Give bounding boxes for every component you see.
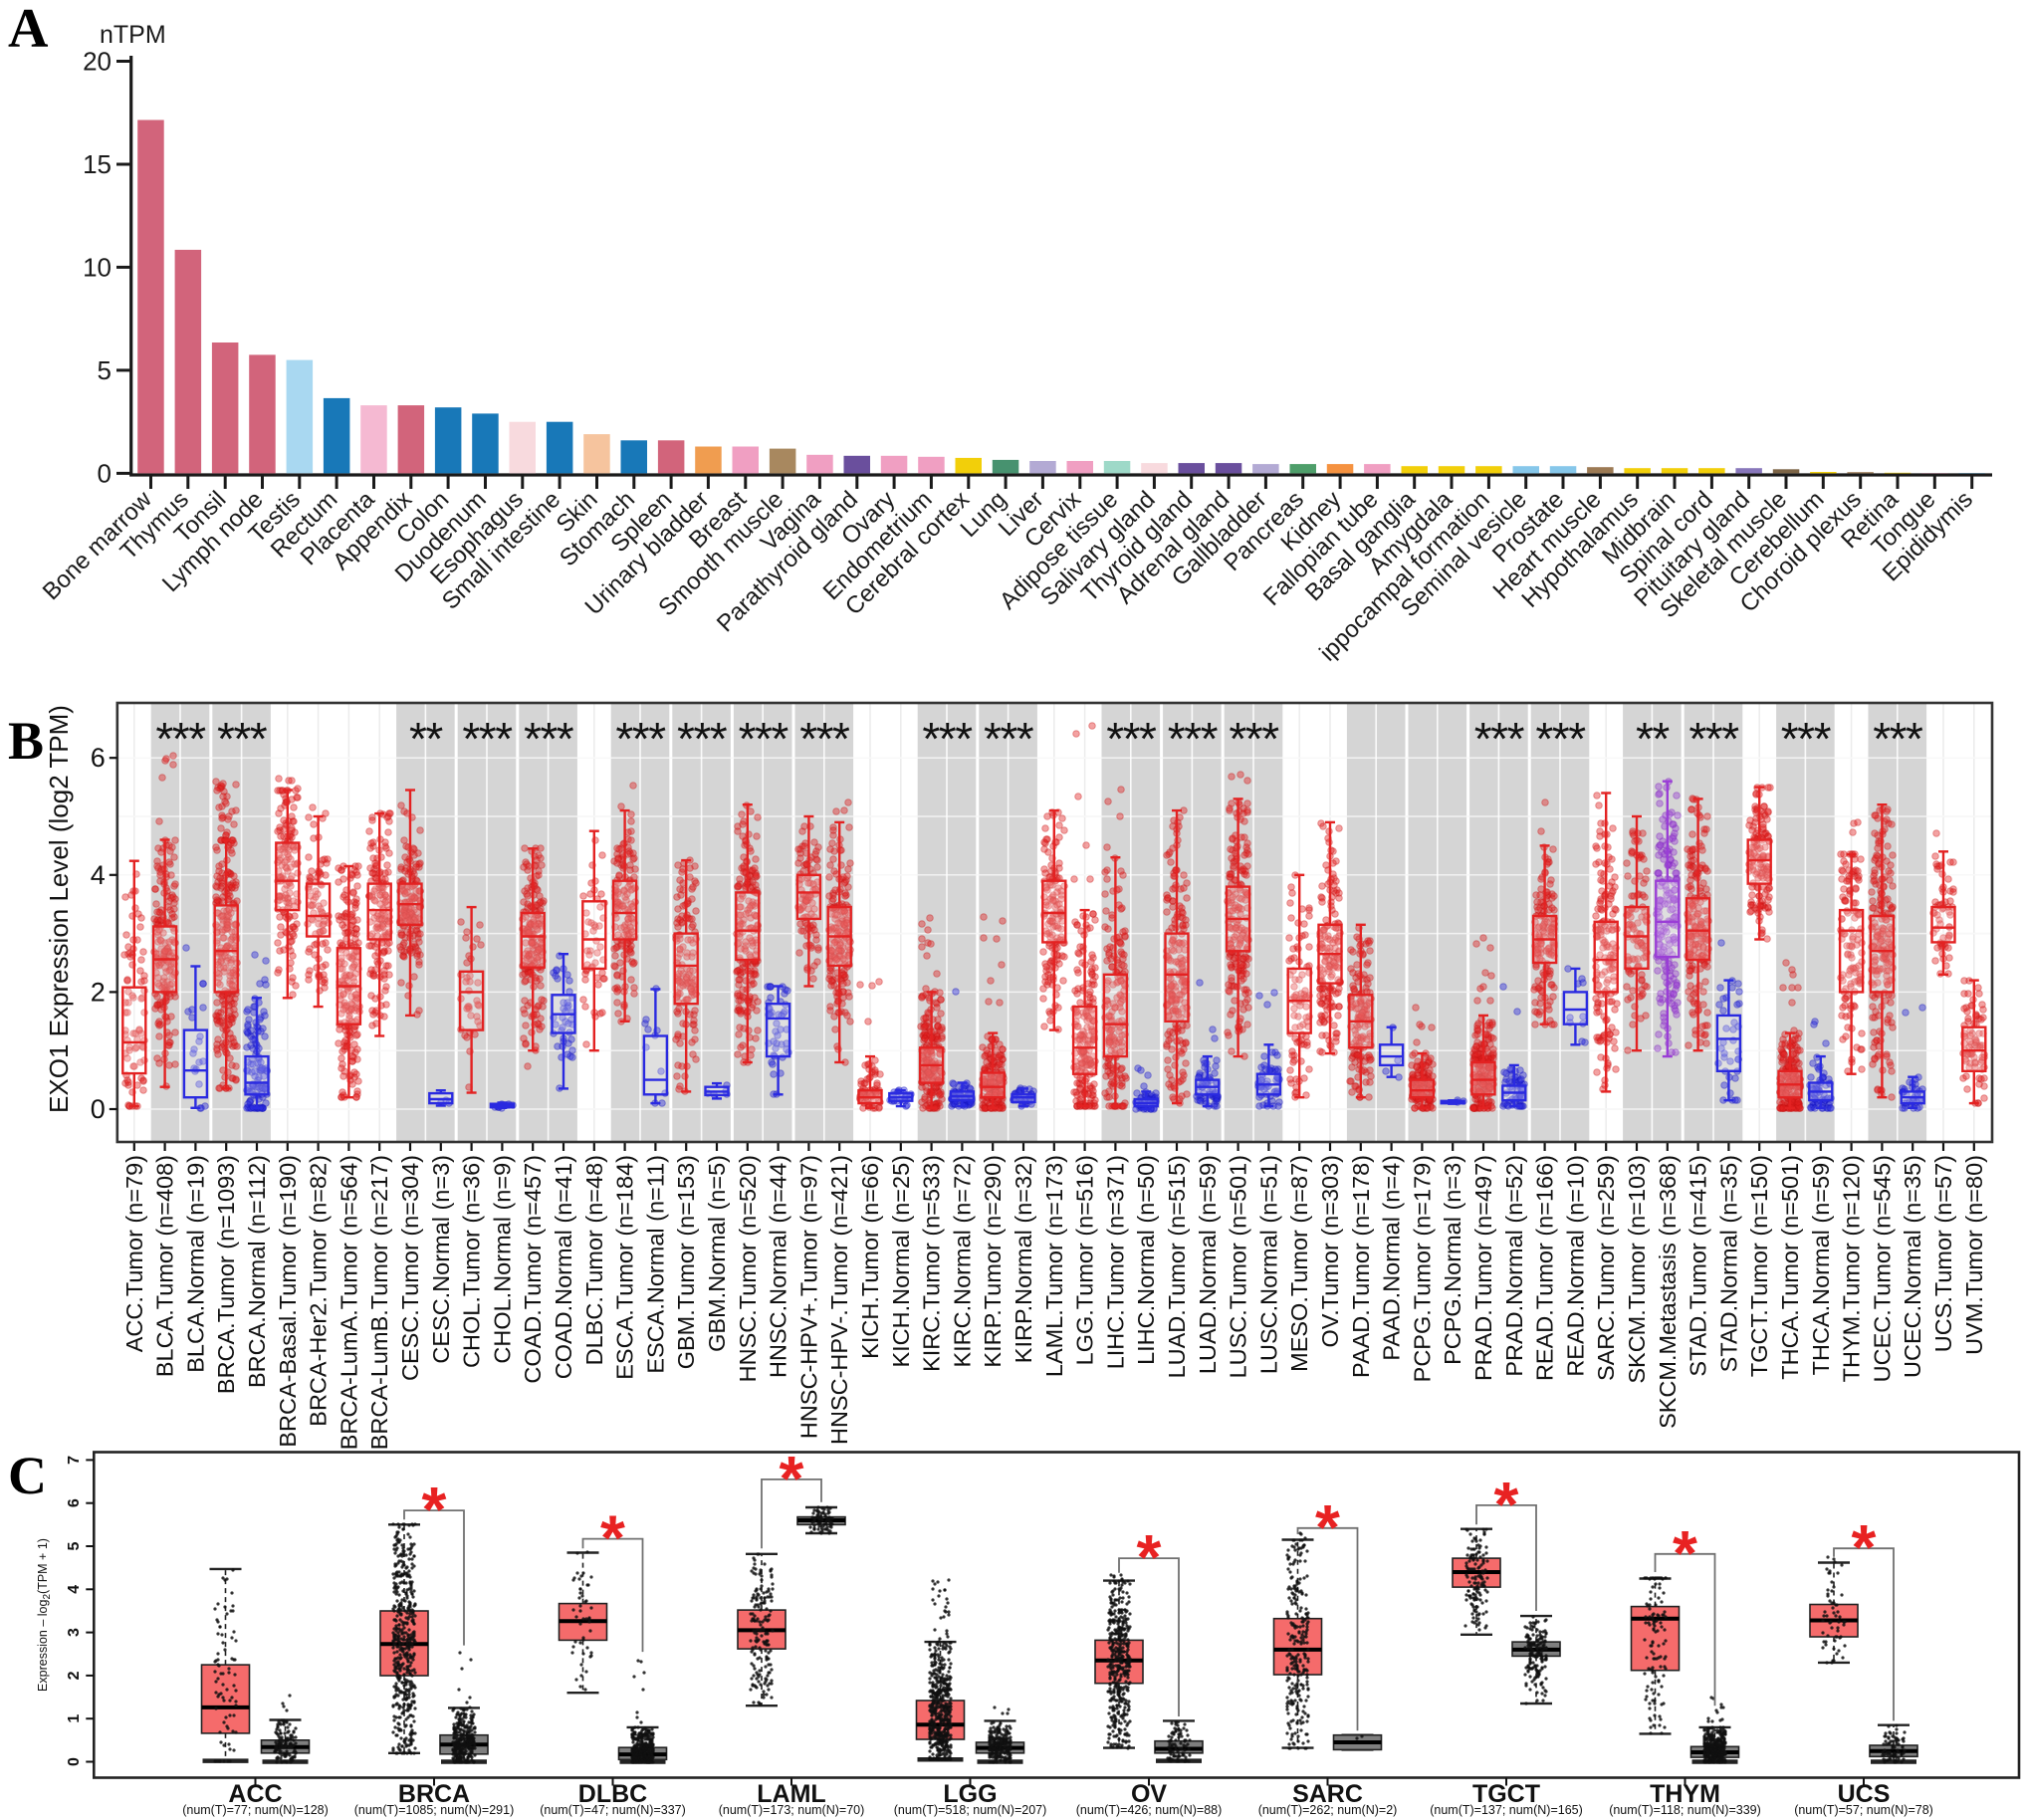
svg-text:10: 10: [83, 252, 112, 282]
svg-text:0: 0: [98, 458, 112, 488]
svg-text:***: ***: [922, 713, 973, 765]
svg-text:***: ***: [1168, 713, 1219, 765]
svg-text:***: ***: [462, 713, 513, 765]
svg-text:***: ***: [1781, 713, 1832, 765]
svg-text:LUSC.Normal (n=51): LUSC.Normal (n=51): [1255, 1155, 1281, 1374]
svg-text:GBM.Tumor (n=153): GBM.Tumor (n=153): [673, 1155, 699, 1369]
svg-text:***: ***: [799, 713, 850, 765]
svg-text:5: 5: [98, 355, 112, 385]
svg-text:**: **: [409, 713, 443, 765]
svg-text:15: 15: [83, 149, 112, 179]
svg-text:LUSC.Tumor (n=501): LUSC.Tumor (n=501): [1226, 1155, 1251, 1378]
svg-text:CHOL.Tumor (n=36): CHOL.Tumor (n=36): [459, 1155, 485, 1368]
svg-text:HNSC-HPV-.Tumor (n=421): HNSC-HPV-.Tumor (n=421): [826, 1155, 852, 1445]
svg-text:***: ***: [615, 713, 666, 765]
svg-text:**: **: [1636, 713, 1670, 765]
svg-text:BLCA.Normal (n=19): BLCA.Normal (n=19): [182, 1155, 208, 1373]
svg-text:LAML.Tumor (n=173): LAML.Tumor (n=173): [1041, 1155, 1067, 1377]
svg-text:B: B: [8, 711, 44, 771]
svg-text:ACC.Tumor (n=79): ACC.Tumor (n=79): [121, 1155, 147, 1352]
svg-text:HNSC-HPV+.Tumor (n=97): HNSC-HPV+.Tumor (n=97): [795, 1155, 821, 1439]
svg-text:***: ***: [984, 713, 1034, 765]
svg-text:A: A: [8, 0, 49, 60]
svg-text:LUAD.Normal (n=59): LUAD.Normal (n=59): [1195, 1155, 1221, 1374]
svg-text:ESCA.Tumor (n=184): ESCA.Tumor (n=184): [612, 1155, 638, 1380]
svg-text:BRCA.Normal (n=112): BRCA.Normal (n=112): [244, 1155, 270, 1388]
svg-text:***: ***: [1873, 713, 1923, 765]
svg-text:LGG.Tumor (n=516): LGG.Tumor (n=516): [1072, 1155, 1098, 1365]
svg-text:***: ***: [1229, 713, 1279, 765]
svg-text:KIRC.Tumor (n=533): KIRC.Tumor (n=533): [919, 1155, 945, 1372]
svg-text:BRCA-Her2.Tumor (n=82): BRCA-Her2.Tumor (n=82): [306, 1155, 332, 1427]
svg-text:LIHC.Normal (n=50): LIHC.Normal (n=50): [1133, 1155, 1159, 1365]
svg-text:***: ***: [1535, 713, 1586, 765]
svg-text:nTPM: nTPM: [100, 21, 166, 49]
svg-text:KICH.Tumor (n=66): KICH.Tumor (n=66): [857, 1155, 883, 1359]
svg-text:***: ***: [1688, 713, 1739, 765]
svg-text:***: ***: [155, 713, 206, 765]
svg-text:***: ***: [217, 713, 268, 765]
svg-text:KIRC.Normal (n=72): KIRC.Normal (n=72): [949, 1155, 975, 1368]
svg-text:BRCA-LumB.Tumor (n=217): BRCA-LumB.Tumor (n=217): [366, 1155, 392, 1450]
svg-text:MESO.Tumor (n=87): MESO.Tumor (n=87): [1286, 1155, 1312, 1372]
svg-text:CESC.Normal (n=3): CESC.Normal (n=3): [428, 1155, 454, 1364]
svg-text:COAD.Tumor (n=457): COAD.Tumor (n=457): [520, 1155, 546, 1384]
svg-text:20: 20: [83, 47, 112, 77]
svg-text:BRCA.Tumor (n=1093): BRCA.Tumor (n=1093): [213, 1155, 239, 1394]
svg-text:BRCA-Basal.Tumor (n=190): BRCA-Basal.Tumor (n=190): [275, 1155, 301, 1448]
svg-text:DLBC.Tumor (n=48): DLBC.Tumor (n=48): [581, 1155, 607, 1365]
svg-text:BRCA-LumA.Tumor (n=564): BRCA-LumA.Tumor (n=564): [336, 1155, 361, 1450]
svg-text:HNSC.Tumor (n=520): HNSC.Tumor (n=520): [735, 1155, 761, 1382]
svg-text:CESC.Tumor (n=304): CESC.Tumor (n=304): [397, 1155, 423, 1381]
svg-text:CHOL.Normal (n=9): CHOL.Normal (n=9): [489, 1155, 515, 1364]
svg-text:***: ***: [1106, 713, 1157, 765]
svg-text:LUAD.Tumor (n=515): LUAD.Tumor (n=515): [1164, 1155, 1190, 1378]
svg-text:ESCA.Normal (n=11): ESCA.Normal (n=11): [642, 1155, 668, 1374]
svg-text:GBM.Normal (n=5): GBM.Normal (n=5): [704, 1155, 730, 1352]
svg-text:KIRP.Tumor (n=290): KIRP.Tumor (n=290): [980, 1155, 1006, 1368]
svg-text:COAD.Normal (n=41): COAD.Normal (n=41): [551, 1155, 576, 1379]
svg-text:LIHC.Tumor (n=371): LIHC.Tumor (n=371): [1102, 1155, 1128, 1369]
svg-text:***: ***: [677, 713, 728, 765]
svg-text:KICH.Normal (n=25): KICH.Normal (n=25): [888, 1155, 914, 1368]
svg-text:BLCA.Tumor (n=408): BLCA.Tumor (n=408): [152, 1155, 178, 1377]
svg-text:***: ***: [524, 713, 574, 765]
svg-text:HNSC.Normal (n=44): HNSC.Normal (n=44): [766, 1155, 791, 1378]
svg-text:***: ***: [739, 713, 789, 765]
svg-text:***: ***: [1474, 713, 1525, 765]
svg-text:KIRP.Normal (n=32): KIRP.Normal (n=32): [1011, 1155, 1036, 1363]
